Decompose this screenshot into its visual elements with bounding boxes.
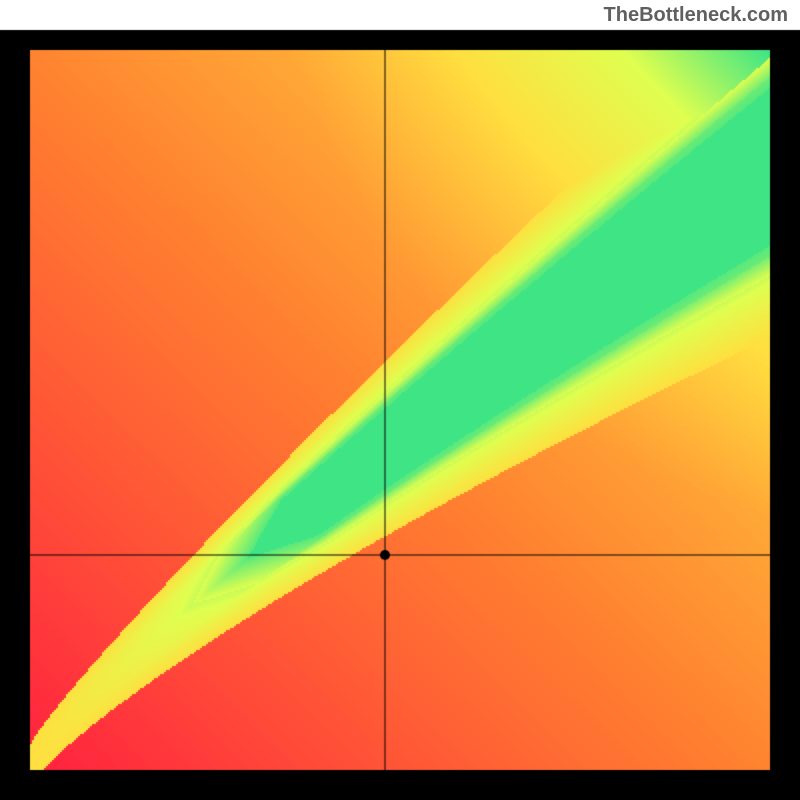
watermark-text: TheBottleneck.com	[604, 4, 788, 27]
chart-container: TheBottleneck.com	[0, 0, 800, 800]
heatmap-chart	[0, 0, 800, 800]
